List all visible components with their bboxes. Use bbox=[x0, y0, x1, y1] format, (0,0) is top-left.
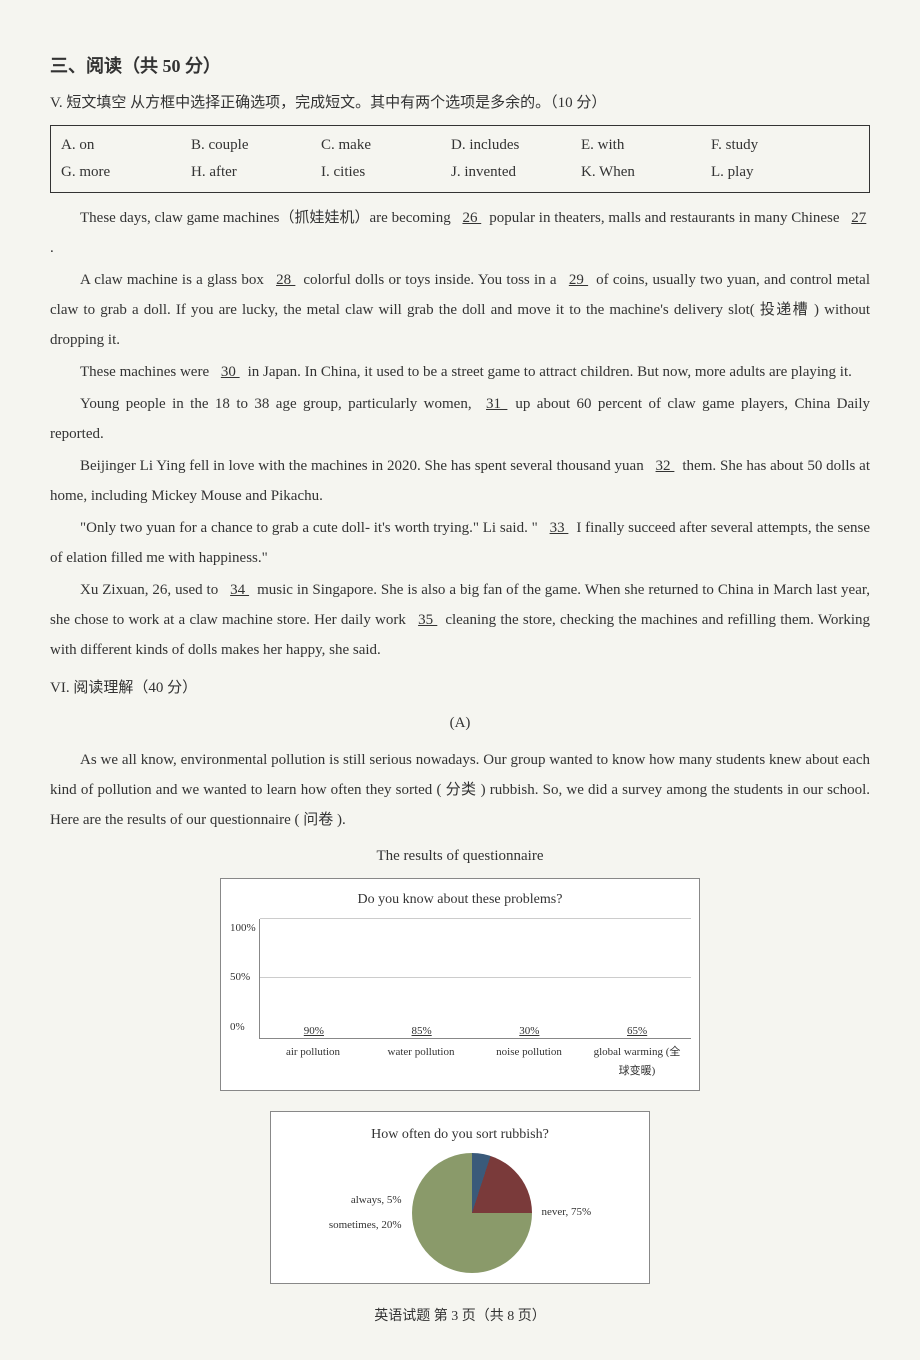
p7-text-a: Xu Zixuan, 26, used to bbox=[80, 582, 222, 598]
blank-29: 29 bbox=[561, 272, 596, 288]
pie-labels-left: always, 5% sometimes, 20% bbox=[329, 1185, 402, 1243]
option-i: I. cities bbox=[321, 159, 411, 186]
pie-wrapper: always, 5% sometimes, 20% never, 75% bbox=[281, 1153, 639, 1273]
gridline bbox=[260, 918, 691, 919]
blank-27: 27 bbox=[843, 210, 874, 226]
option-c: C. make bbox=[321, 132, 411, 159]
p4-text-a: Young people in the 18 to 38 age group, … bbox=[80, 396, 478, 412]
bar-chart: 100%50%0% 90%85%30%65% bbox=[259, 919, 691, 1039]
option-f: F. study bbox=[711, 132, 801, 159]
y-axis: 100% 50% 0% bbox=[230, 919, 256, 1038]
blank-34: 34 bbox=[222, 582, 257, 598]
options-row-2: G. more H. after I. cities J. invented K… bbox=[61, 159, 859, 186]
p2-text-a: A claw machine is a glass box bbox=[80, 272, 268, 288]
p1-text-c: . bbox=[50, 240, 54, 256]
pie-slice-label: always, 5% bbox=[329, 1191, 402, 1211]
bar-value-label: 65% bbox=[610, 1022, 665, 1042]
option-g: G. more bbox=[61, 159, 151, 186]
passage-a-text: As we all know, environmental pollution … bbox=[50, 745, 870, 835]
blank-31: 31 bbox=[478, 396, 515, 412]
y-tick: 0% bbox=[230, 1018, 256, 1038]
page-footer: 英语试题 第 3 页（共 8 页） bbox=[50, 1304, 870, 1329]
bar-value-label: 30% bbox=[502, 1022, 557, 1042]
reading-title: VI. 阅读理解（40 分） bbox=[50, 675, 870, 702]
p3-text-a: These machines were bbox=[80, 364, 213, 380]
x-label: air pollution bbox=[268, 1043, 358, 1083]
p1-text-a: These days, claw game machines（抓娃娃机）are … bbox=[80, 210, 454, 226]
x-labels: air pollution water pollution noise pollut… bbox=[259, 1043, 691, 1083]
blank-26: 26 bbox=[454, 210, 489, 226]
option-h: H. after bbox=[191, 159, 281, 186]
p5-text-a: Beijinger Li Ying fell in love with the … bbox=[80, 458, 648, 474]
section-title: 三、阅读（共 50 分） bbox=[50, 50, 870, 82]
options-row-1: A. on B. couple C. make D. includes E. w… bbox=[61, 132, 859, 159]
y-tick: 50% bbox=[230, 968, 256, 988]
option-b: B. couple bbox=[191, 132, 281, 159]
results-title: The results of questionnaire bbox=[50, 843, 870, 870]
bar-chart-title: Do you know about these problems? bbox=[229, 887, 691, 912]
blank-30: 30 bbox=[213, 364, 248, 380]
pie-chart-container: How often do you sort rubbish? always, 5… bbox=[270, 1111, 650, 1284]
section-subtitle: V. 短文填空 从方框中选择正确选项，完成短文。其中有两个选项是多余的。（10 … bbox=[50, 90, 870, 117]
option-k: K. When bbox=[581, 159, 671, 186]
options-box: A. on B. couple C. make D. includes E. w… bbox=[50, 125, 870, 193]
blank-33: 33 bbox=[542, 520, 577, 536]
p1-text-b: popular in theaters, malls and restauran… bbox=[489, 210, 843, 226]
blank-32: 32 bbox=[648, 458, 683, 474]
gridline bbox=[260, 977, 691, 978]
bar-value-label: 85% bbox=[394, 1022, 449, 1042]
p6-text-a: "Only two yuan for a chance to grab a cu… bbox=[80, 520, 542, 536]
x-label: global warming (全球变暖) bbox=[592, 1043, 682, 1083]
passage-1: These days, claw game machines（抓娃娃机）are … bbox=[50, 203, 870, 665]
option-d: D. includes bbox=[451, 132, 541, 159]
option-a: A. on bbox=[61, 132, 151, 159]
y-tick: 100% bbox=[230, 919, 256, 939]
pie-chart-title: How often do you sort rubbish? bbox=[281, 1122, 639, 1147]
pie-chart bbox=[412, 1153, 532, 1273]
bar-value-label: 90% bbox=[286, 1022, 341, 1042]
pie-labels-right: never, 75% bbox=[542, 1197, 592, 1229]
passage-a: As we all know, environmental pollution … bbox=[50, 745, 870, 835]
bar-chart-container: Do you know about these problems? 100% 50… bbox=[220, 878, 700, 1091]
x-label: noise pollution bbox=[484, 1043, 574, 1083]
option-e: E. with bbox=[581, 132, 671, 159]
x-label: water pollution bbox=[376, 1043, 466, 1083]
pie-slice-label: sometimes, 20% bbox=[329, 1216, 402, 1236]
reading-label-a: (A) bbox=[50, 710, 870, 737]
pie-slice-label: never, 75% bbox=[542, 1203, 592, 1223]
option-l: L. play bbox=[711, 159, 801, 186]
blank-28: 28 bbox=[268, 272, 303, 288]
blank-35: 35 bbox=[410, 612, 445, 628]
option-j: J. invented bbox=[451, 159, 541, 186]
p2-text-b: colorful dolls or toys inside. You toss … bbox=[303, 272, 560, 288]
p3-text-b: in Japan. In China, it used to be a stre… bbox=[248, 364, 852, 380]
